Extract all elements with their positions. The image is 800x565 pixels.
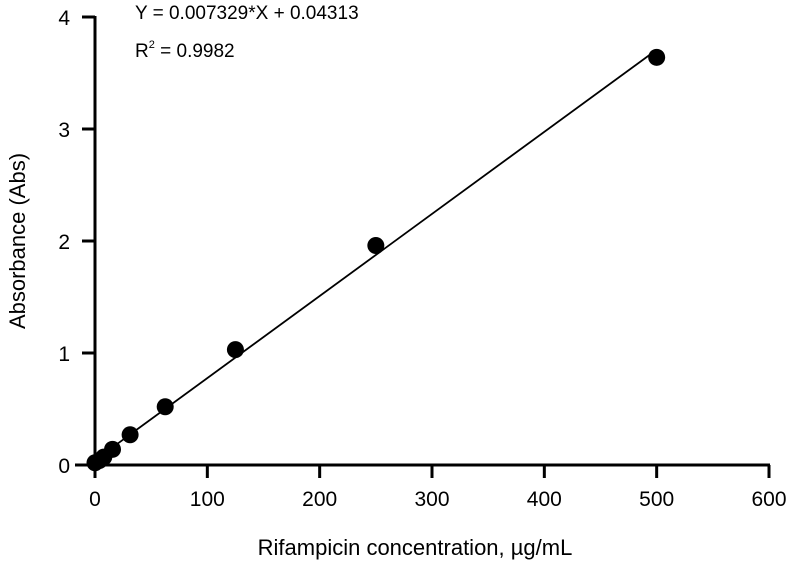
data-points: [86, 48, 666, 472]
equation-annotation: Y = 0.007329*X + 0.04313: [135, 3, 359, 24]
y-tick-label: 3: [58, 119, 70, 142]
x-tick-label: 500: [639, 488, 674, 511]
axes: 0 100 200 300 400 500 600 0 1 2 3 4: [58, 7, 786, 511]
y-tick-label: 0: [58, 455, 70, 478]
x-tick-label: 400: [527, 488, 562, 511]
fit-line: [94, 49, 658, 461]
data-point: [648, 48, 666, 66]
y-axis-label: Absorbance (Abs): [5, 153, 30, 329]
x-tick-label: 600: [751, 488, 786, 511]
y-tick-label: 2: [58, 231, 70, 254]
r2-annotation: R2 = 0.9982: [135, 39, 235, 62]
x-axis-label: Rifampicin concentration, µg/mL: [258, 535, 573, 560]
x-tick-label: 0: [89, 488, 101, 511]
data-point: [156, 398, 174, 416]
data-point: [104, 440, 122, 458]
data-point: [367, 236, 385, 254]
x-tick-label: 300: [414, 488, 449, 511]
fit-line-group: [94, 49, 658, 461]
data-point: [121, 426, 139, 444]
x-tick-label: 100: [190, 488, 225, 511]
y-tick-label: 4: [58, 7, 70, 30]
data-point: [226, 341, 244, 359]
x-tick-label: 200: [302, 488, 337, 511]
y-tick-label: 1: [58, 343, 70, 366]
